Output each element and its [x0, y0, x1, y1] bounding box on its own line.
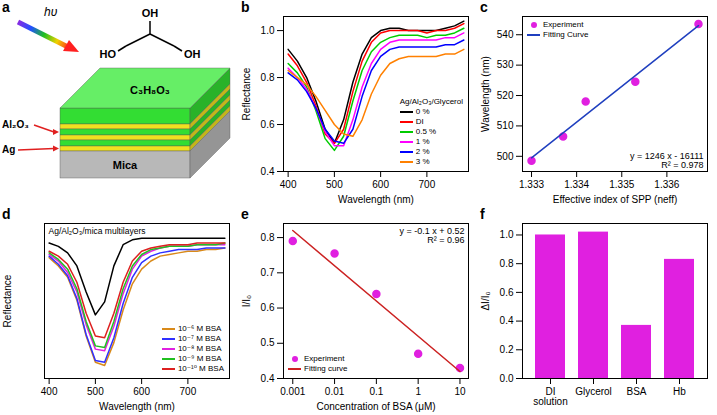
svg-text:Wavelength (nm): Wavelength (nm) [338, 194, 414, 205]
html-text:1 %: 1 % [415, 137, 430, 146]
svg-text:600: 600 [372, 179, 389, 190]
svg-text:10: 10 [454, 386, 466, 397]
svg-text:Hb: Hb [673, 386, 686, 397]
svg-text:0.001: 0.001 [280, 386, 305, 397]
svg-text:600: 600 [133, 386, 150, 397]
svg-text:510: 510 [497, 120, 514, 131]
svg-text:540: 540 [497, 29, 514, 40]
html-text:Ag/Al₂O₃/Glycerol: Ag/Al₂O₃/Glycerol [399, 97, 463, 106]
html-text:10⁻⁹ M BSA: 10⁻⁹ M BSA [177, 354, 222, 363]
svg-text:0.4: 0.4 [261, 166, 275, 177]
html-text:0.5 %: 0.5 % [415, 127, 437, 136]
svg-text:0.7: 0.7 [261, 267, 275, 278]
svg-text:0.1: 0.1 [369, 386, 383, 397]
svg-text:0.4: 0.4 [261, 373, 275, 384]
svg-text:0.5: 0.5 [261, 337, 275, 348]
svg-text:0.6: 0.6 [261, 302, 275, 313]
svg-text:0.2: 0.2 [500, 344, 514, 355]
svg-text:Wavelength (nm): Wavelength (nm) [480, 56, 491, 132]
html-text:f: f [480, 206, 485, 222]
svg-text:BSA: BSA [626, 386, 646, 397]
svg-text:y = -0.1 x + 0.52R² = 0.96: y = -0.1 x + 0.52R² = 0.96 [399, 226, 464, 245]
svg-text:0.01: 0.01 [325, 386, 345, 397]
svg-text:500: 500 [87, 386, 104, 397]
svg-text:hυ: hυ [44, 5, 58, 19]
svg-text:DIsolution: DIsolution [533, 386, 567, 407]
svg-text:0.8: 0.8 [261, 232, 275, 243]
html-text:d: d [2, 206, 11, 222]
svg-text:Reflectance: Reflectance [241, 67, 252, 120]
html-text:2 %: 2 % [415, 147, 430, 156]
svg-text:Mica: Mica [113, 159, 138, 171]
svg-text:0.6: 0.6 [261, 119, 275, 130]
html-text:Fitting curve: Fitting curve [304, 364, 348, 373]
html-text:DI: DI [415, 117, 424, 126]
svg-text:0.6: 0.6 [500, 287, 514, 298]
svg-text:I/I₀: I/I₀ [241, 295, 252, 308]
html-text:Fitting Curve: Fitting Curve [543, 30, 589, 39]
svg-text:OH: OH [142, 7, 159, 19]
svg-text:520: 520 [497, 90, 514, 101]
svg-text:400: 400 [41, 386, 58, 397]
svg-text:0.8: 0.8 [261, 72, 275, 83]
svg-text:1: 1 [415, 386, 421, 397]
svg-text:1.334: 1.334 [564, 179, 589, 190]
svg-text:HO: HO [100, 48, 117, 60]
svg-text:0.4: 0.4 [500, 315, 514, 326]
svg-text:ΔI/I₀: ΔI/I₀ [480, 291, 491, 310]
html-text:e: e [241, 206, 249, 222]
svg-text:530: 530 [497, 59, 514, 70]
svg-text:700: 700 [419, 179, 436, 190]
svg-text:Ag: Ag [2, 144, 15, 155]
html-text:10⁻⁷ M BSA: 10⁻⁷ M BSA [177, 334, 221, 343]
svg-text:OH: OH [184, 48, 201, 60]
html-text:0 %: 0 % [415, 107, 430, 116]
svg-text:1.335: 1.335 [609, 179, 634, 190]
svg-text:1.0: 1.0 [500, 229, 514, 240]
svg-text:500: 500 [497, 151, 514, 162]
html-text:10⁻¹⁰ M BSA: 10⁻¹⁰ M BSA [177, 364, 224, 373]
svg-text:Al₂O₃: Al₂O₃ [2, 119, 29, 130]
html-text:b: b [241, 0, 250, 15]
svg-text:0.0: 0.0 [500, 373, 514, 384]
html-text:a: a [2, 0, 10, 15]
svg-text:Ag/Al₂O₃/mica multilayers: Ag/Al₂O₃/mica multilayers [49, 226, 146, 236]
svg-text:C₃H₈O₃: C₃H₈O₃ [130, 84, 170, 96]
svg-text:1.336: 1.336 [654, 179, 679, 190]
svg-text:Effective index of SPP (neff): Effective index of SPP (neff) [553, 194, 678, 205]
html-text:Experiment: Experiment [543, 20, 584, 29]
html-text:Experiment: Experiment [304, 354, 345, 363]
svg-text:0.8: 0.8 [500, 258, 514, 269]
svg-text:400: 400 [280, 179, 297, 190]
html-text:10⁻⁶ M BSA: 10⁻⁶ M BSA [177, 324, 222, 333]
svg-text:y = 1246 x - 16111R² = 0.978: y = 1246 x - 16111R² = 0.978 [630, 151, 703, 170]
svg-text:Reflectance: Reflectance [2, 274, 13, 327]
svg-text:500: 500 [326, 179, 343, 190]
html-text:10⁻⁸ M BSA: 10⁻⁸ M BSA [177, 344, 222, 353]
html-text:c: c [480, 0, 488, 15]
svg-text:Glycerol: Glycerol [575, 386, 612, 397]
svg-text:1.0: 1.0 [261, 25, 275, 36]
svg-text:Concentration of BSA (μM): Concentration of BSA (μM) [316, 401, 435, 412]
html-text:3 %: 3 % [415, 157, 430, 166]
svg-text:1.333: 1.333 [519, 179, 544, 190]
svg-text:Wavelength (nm): Wavelength (nm) [99, 401, 175, 412]
svg-text:700: 700 [180, 386, 197, 397]
